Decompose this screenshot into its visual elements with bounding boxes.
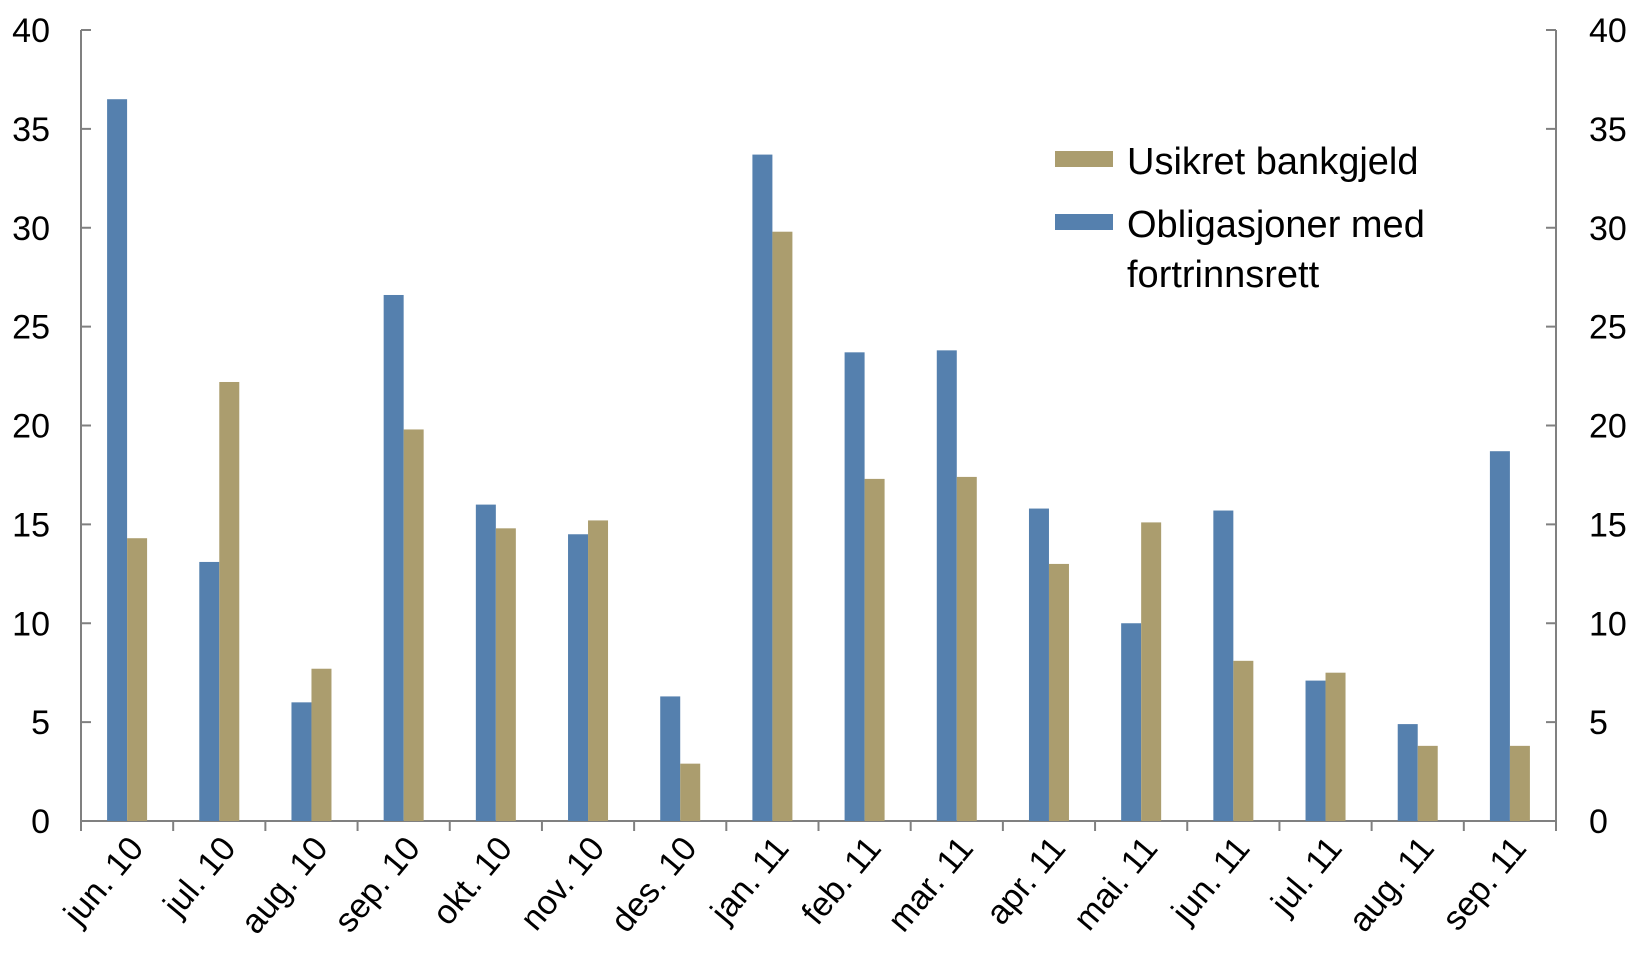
x-tick-label: sep. 10 [327,830,428,940]
bar-obligasjoner [1305,680,1326,821]
bar-usikret [1233,660,1254,821]
x-tick-label: jun. 10 [56,830,151,933]
y-tick-label-left: 25 [12,309,50,347]
bar-obligasjoner [844,352,865,821]
bar-obligasjoner [107,99,128,821]
y-tick-label-right: 20 [1589,408,1627,446]
y-tick-label-left: 15 [12,506,50,544]
x-tick-label: feb. 11 [794,830,888,932]
x-tick-label: okt. 10 [425,830,520,933]
bar-obligasjoner [1121,623,1142,821]
bar-usikret [403,429,424,821]
y-tick-label-right: 30 [1589,210,1627,248]
bar-usikret [127,538,148,821]
bar-obligasjoner [383,294,404,821]
bar-obligasjoner [199,561,220,821]
bar-obligasjoner [291,702,312,821]
bar-usikret [864,478,885,821]
legend-label: Obligasjoner med [1127,204,1425,246]
bar-usikret [311,668,332,821]
bar-obligasjoner [660,696,681,821]
bar-usikret [772,231,793,821]
y-tick-label-right: 0 [1589,803,1608,841]
bar-obligasjoner [1028,508,1049,821]
bar-usikret [1048,563,1069,821]
x-tick-label: mar. 11 [881,830,981,939]
bar-obligasjoner [1397,724,1418,821]
y-tick-label-left: 40 [12,12,50,50]
bars [107,99,1530,821]
y-tick-label-left: 10 [12,605,50,643]
bar-obligasjoner [936,350,957,821]
bar-usikret [1141,522,1162,821]
x-tick-label: sep. 11 [1435,830,1534,938]
legend-label: fortrinnsrett [1127,254,1320,296]
legend-label: Usikret bankgjeld [1127,141,1418,183]
bar-usikret [219,381,240,821]
x-tick-label: jul. 11 [1263,830,1349,923]
y-tick-label-right: 35 [1589,111,1627,149]
y-tick-label-right: 5 [1589,704,1608,742]
x-tick-label: jun. 11 [1164,830,1258,931]
bar-usikret [1325,672,1346,821]
x-tick-label: apr. 11 [979,830,1073,932]
x-tick-label: jan. 11 [703,830,797,931]
legend: Usikret bankgjeld Obligasjoner med fortrin… [1055,141,1425,296]
x-tick-label: mai. 11 [1066,830,1165,938]
bar-usikret [588,520,609,821]
y-tick-label-right: 40 [1589,12,1627,50]
y-tick-label-left: 5 [31,704,50,742]
y-tick-label-left: 35 [12,111,50,149]
bar-usikret [495,528,516,821]
bar-usikret [1417,745,1438,821]
bar-obligasjoner [568,534,589,821]
legend-swatch [1055,214,1113,230]
y-tick-label-left: 0 [31,803,50,841]
bar-obligasjoner [752,154,773,821]
bar-usikret [1509,745,1530,821]
y-tick-label-right: 10 [1589,605,1627,643]
y-tick-label-left: 30 [12,210,50,248]
bar-usikret [680,763,701,821]
x-tick-label: nov. 10 [513,830,612,938]
bar-obligasjoner [475,504,496,821]
x-tick-label: jul. 10 [155,830,243,925]
y-tick-label-right: 15 [1589,506,1627,544]
y-tick-label-left: 20 [12,408,50,446]
bar-usikret [956,476,977,821]
y-tick-label-right: 25 [1589,309,1627,347]
legend-swatch [1055,151,1113,167]
x-tick-label: aug. 10 [234,830,336,941]
bar-obligasjoner [1213,510,1234,821]
x-tick-label: aug. 11 [1341,830,1441,939]
x-tick-label: des. 10 [604,830,705,940]
bar-obligasjoner [1489,451,1510,821]
